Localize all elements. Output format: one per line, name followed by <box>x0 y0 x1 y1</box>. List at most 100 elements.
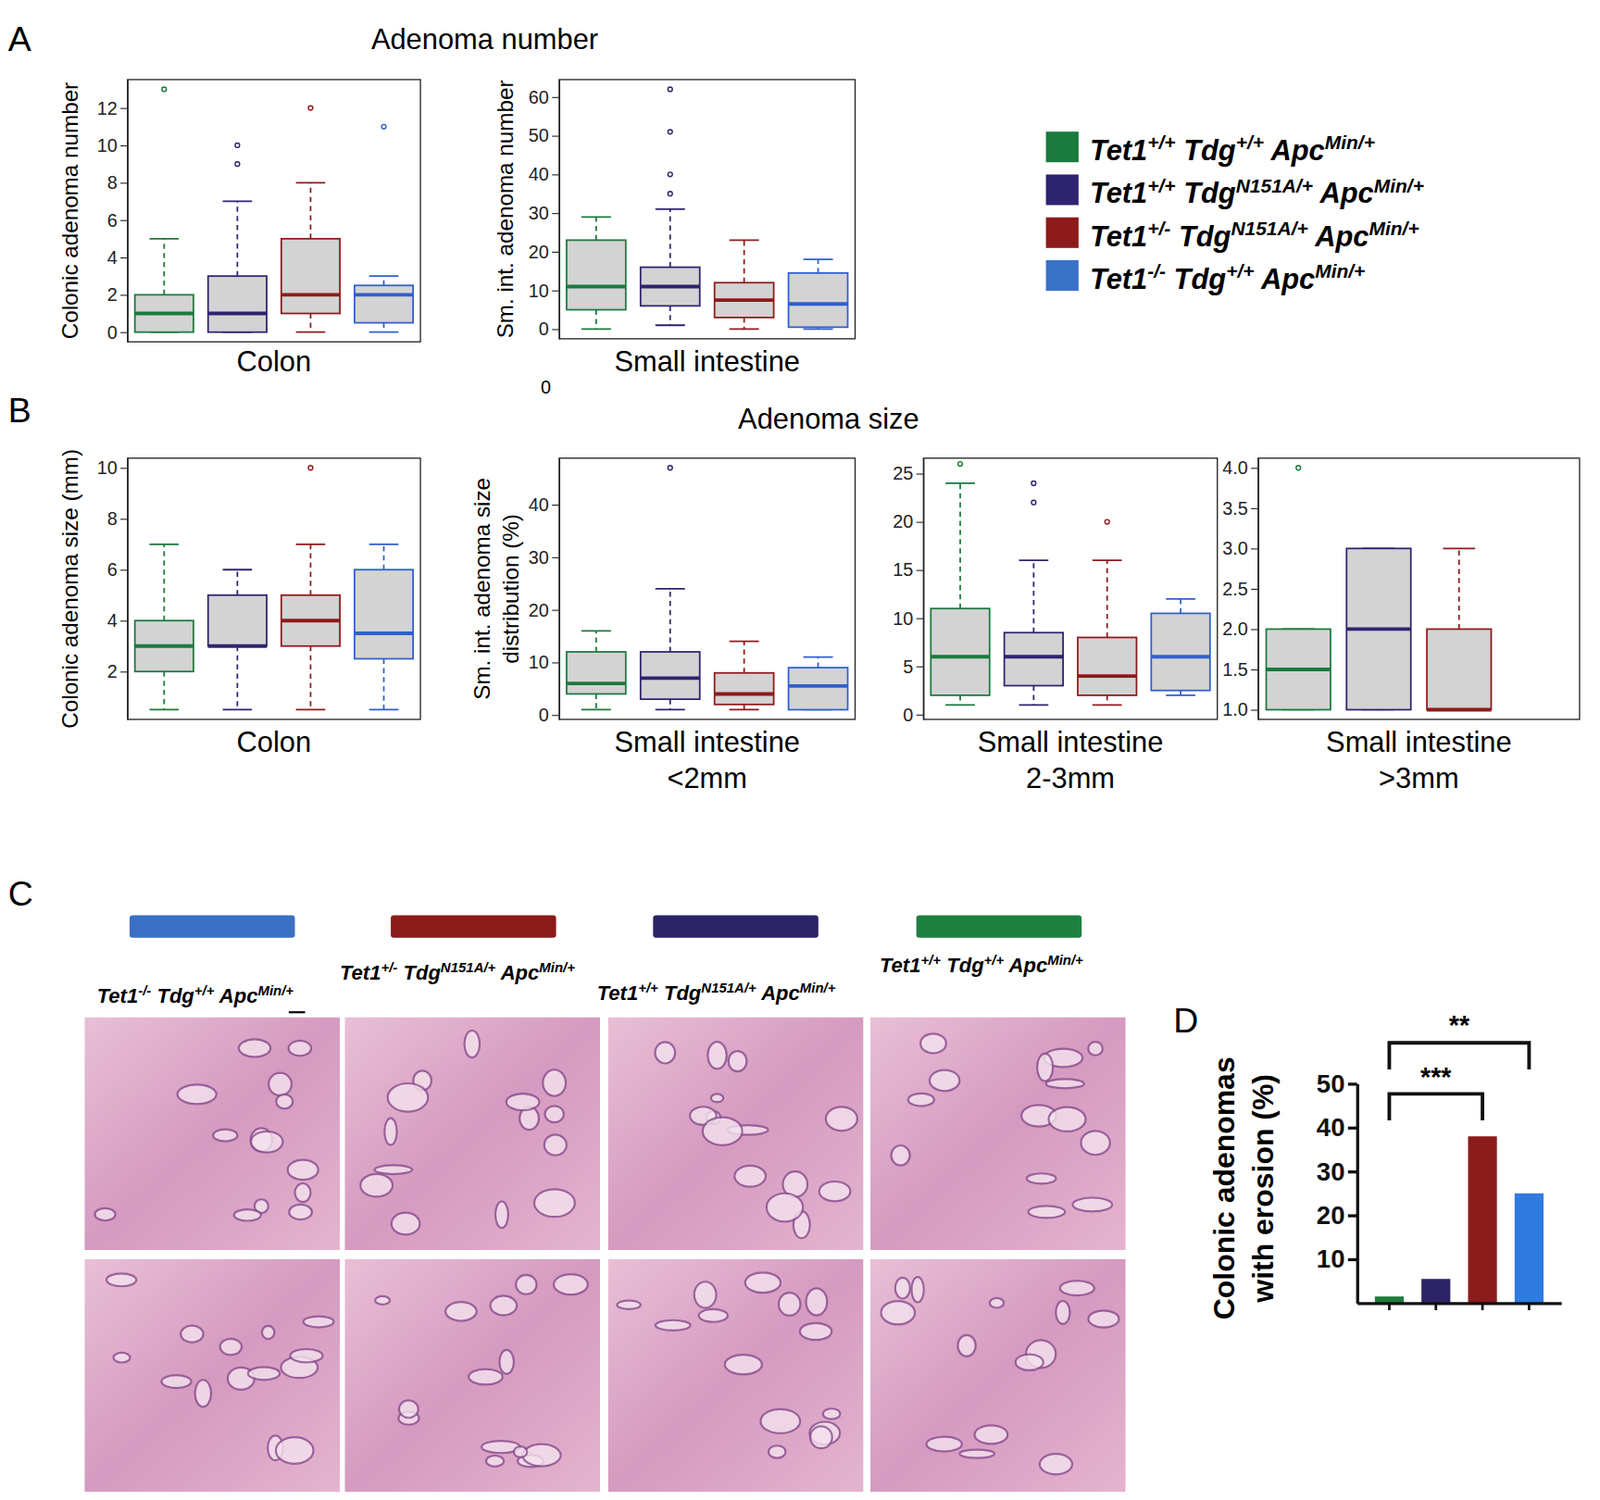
outlier <box>667 87 673 92</box>
gene: Apc <box>1003 953 1048 977</box>
box <box>640 87 700 325</box>
plot-area <box>1265 465 1491 711</box>
gene: Tet1 <box>97 984 138 1008</box>
box-body <box>566 239 626 310</box>
gene: Apc <box>495 961 539 985</box>
whisker <box>669 588 672 652</box>
box <box>281 105 340 332</box>
gene: Tet1 <box>1089 262 1148 296</box>
panel-label: A <box>8 19 32 59</box>
scale-bar <box>288 1011 306 1013</box>
allele: +/+ <box>1147 131 1175 153</box>
tick: 30 <box>1316 1157 1358 1187</box>
tick: 20 <box>1316 1200 1358 1230</box>
y-axis: 246810 <box>97 457 129 720</box>
tick-label: 10 <box>892 608 913 629</box>
tick: 10 <box>892 608 924 629</box>
whisker <box>383 275 386 286</box>
tick-mark <box>120 257 128 259</box>
allele: N151A/+ <box>700 979 757 996</box>
tick: 3.5 <box>1222 498 1259 519</box>
box-body <box>1346 548 1411 710</box>
histology-image <box>84 1259 340 1492</box>
image-background <box>344 1259 600 1492</box>
y-axis: 0102030405060 <box>528 80 561 340</box>
whisker-cap <box>803 328 834 331</box>
tick-mark <box>1527 1302 1531 1311</box>
gland <box>399 1400 419 1418</box>
tick: 10 <box>528 280 560 301</box>
genotype-bar <box>652 915 819 938</box>
whisker-cap <box>223 200 253 203</box>
legend-entry: Tet1+/+ Tdg+/+ ApcMin/+ <box>1089 131 1375 167</box>
whisker <box>743 317 746 330</box>
tick: 4.0 <box>1222 457 1259 478</box>
gland <box>288 1204 313 1220</box>
gland <box>522 1444 561 1467</box>
allele: +/+ <box>194 982 215 999</box>
tick-mark <box>1348 1258 1358 1262</box>
whisker <box>669 209 672 268</box>
tick-label: 6 <box>107 210 118 231</box>
gland <box>275 1437 314 1464</box>
tick-mark <box>120 671 128 673</box>
box-body <box>788 273 849 327</box>
allele: -/- <box>1147 260 1166 282</box>
median <box>1004 654 1063 659</box>
whisker <box>1458 548 1461 629</box>
gland <box>806 1287 828 1315</box>
gland <box>238 1038 271 1057</box>
whisker <box>595 310 598 330</box>
whisker-cap <box>369 709 400 712</box>
box-body <box>1077 637 1137 695</box>
whisker <box>310 646 313 711</box>
gland <box>387 1083 429 1113</box>
bar <box>1467 1136 1497 1303</box>
gland <box>911 1276 924 1302</box>
box-chart: 0102030405060Small intestineSm. int. ade… <box>492 79 855 378</box>
gland <box>289 1349 323 1363</box>
whisker-cap <box>655 587 686 590</box>
gland <box>391 1212 421 1236</box>
plot-area <box>1375 1136 1544 1303</box>
tick-mark <box>1250 588 1259 590</box>
gland <box>195 1379 212 1407</box>
tick: 4 <box>107 247 128 268</box>
gland <box>1087 1310 1119 1327</box>
tick-label: 20 <box>528 599 550 620</box>
box-body <box>1426 628 1491 710</box>
tick: 2 <box>107 661 128 682</box>
allele: Min/+ <box>1314 260 1365 282</box>
whisker-cap <box>729 640 760 643</box>
bar <box>1514 1193 1544 1303</box>
outlier <box>667 191 673 197</box>
median <box>640 675 700 680</box>
tick-mark <box>1387 1302 1391 1311</box>
whisker <box>162 238 165 296</box>
tick: 25 <box>892 462 924 484</box>
gland <box>745 1272 781 1293</box>
legend-entry: Tet1+/+ TdgN151A/+ ApcMin/+ <box>1089 175 1425 211</box>
box-body <box>714 673 775 705</box>
y-label: Colonic adenoma size (mm) <box>57 449 83 729</box>
group-title: Adenoma size <box>737 402 919 436</box>
tick-label: 8 <box>107 508 118 529</box>
outlier <box>958 462 963 467</box>
whisker-cap <box>369 275 400 277</box>
tick-mark <box>1434 1302 1438 1311</box>
significance-bracket <box>1388 1093 1483 1121</box>
box-body <box>1150 612 1210 690</box>
tick-mark <box>1250 628 1259 630</box>
gland <box>374 1164 413 1175</box>
tick-label: 20 <box>528 241 550 263</box>
tick-mark <box>1250 709 1259 711</box>
tick: 0 <box>538 318 560 339</box>
tick-label: 30 <box>1316 1157 1346 1187</box>
gland <box>957 1335 975 1357</box>
gland <box>768 1445 787 1458</box>
gland <box>495 1200 509 1228</box>
median <box>930 654 989 659</box>
histology-image <box>608 1017 864 1250</box>
gland <box>1015 1354 1044 1371</box>
gene: Tdg <box>1175 176 1237 210</box>
